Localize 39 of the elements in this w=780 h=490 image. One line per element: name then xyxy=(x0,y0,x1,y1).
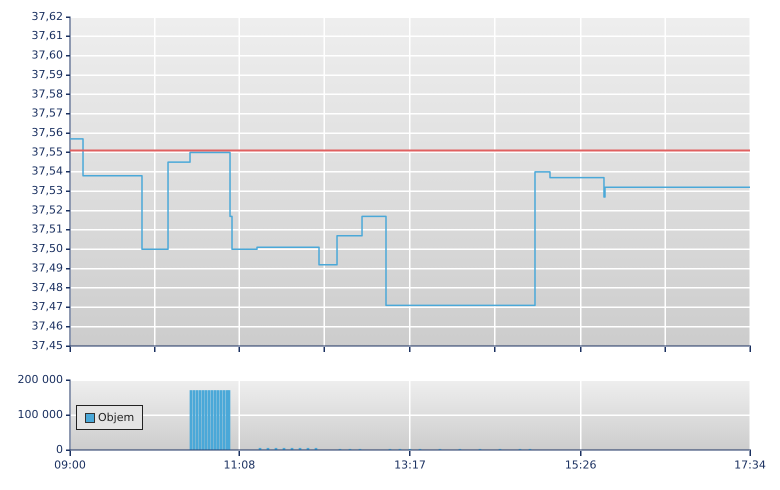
y-tick-label: 37,55 xyxy=(32,145,63,158)
bar xyxy=(208,390,210,450)
y-tick-label: 37,45 xyxy=(32,338,63,352)
bar xyxy=(198,390,202,450)
bar xyxy=(202,390,204,450)
y-tick-label: 37,49 xyxy=(32,261,63,274)
bar xyxy=(190,390,192,450)
bar xyxy=(192,390,196,450)
y-tick-label: 37,61 xyxy=(32,29,63,42)
y-tick-label: 200 000 xyxy=(18,372,63,386)
bar xyxy=(216,390,220,450)
bar xyxy=(220,390,222,450)
x-tick-label: 17:34 xyxy=(734,458,766,472)
x-tick-label: 11:08 xyxy=(223,458,256,472)
y-tick-label: 37,59 xyxy=(32,68,63,81)
bar xyxy=(196,390,198,450)
x-tick-label: 15:26 xyxy=(564,458,597,472)
y-tick-label: 37,51 xyxy=(32,222,63,236)
bar xyxy=(214,390,216,450)
y-tick-label: 37,50 xyxy=(32,242,63,256)
y-tick-label: 37,60 xyxy=(32,48,63,62)
y-tick-label: 37,53 xyxy=(32,184,63,198)
y-tick-label: 37,47 xyxy=(32,300,63,314)
y-tick-label: 37,58 xyxy=(32,87,63,100)
legend-label: Objem xyxy=(98,411,134,424)
y-tick-label: 100 000 xyxy=(18,408,63,421)
bar xyxy=(204,390,208,450)
y-tick-label: 0 xyxy=(56,442,63,456)
x-tick-label: 09:00 xyxy=(54,458,86,472)
y-tick-label: 37,62 xyxy=(32,10,63,23)
bar xyxy=(222,390,226,450)
y-tick-label: 37,48 xyxy=(32,280,63,294)
y-tick-label: 37,46 xyxy=(32,320,63,333)
y-tick-label: 37,56 xyxy=(32,126,63,139)
y-tick-label: 37,54 xyxy=(32,164,63,178)
bar xyxy=(210,390,214,450)
y-tick-label: 37,57 xyxy=(32,106,63,120)
y-tick-label: 37,52 xyxy=(32,203,63,216)
x-tick-label: 13:17 xyxy=(394,458,426,472)
